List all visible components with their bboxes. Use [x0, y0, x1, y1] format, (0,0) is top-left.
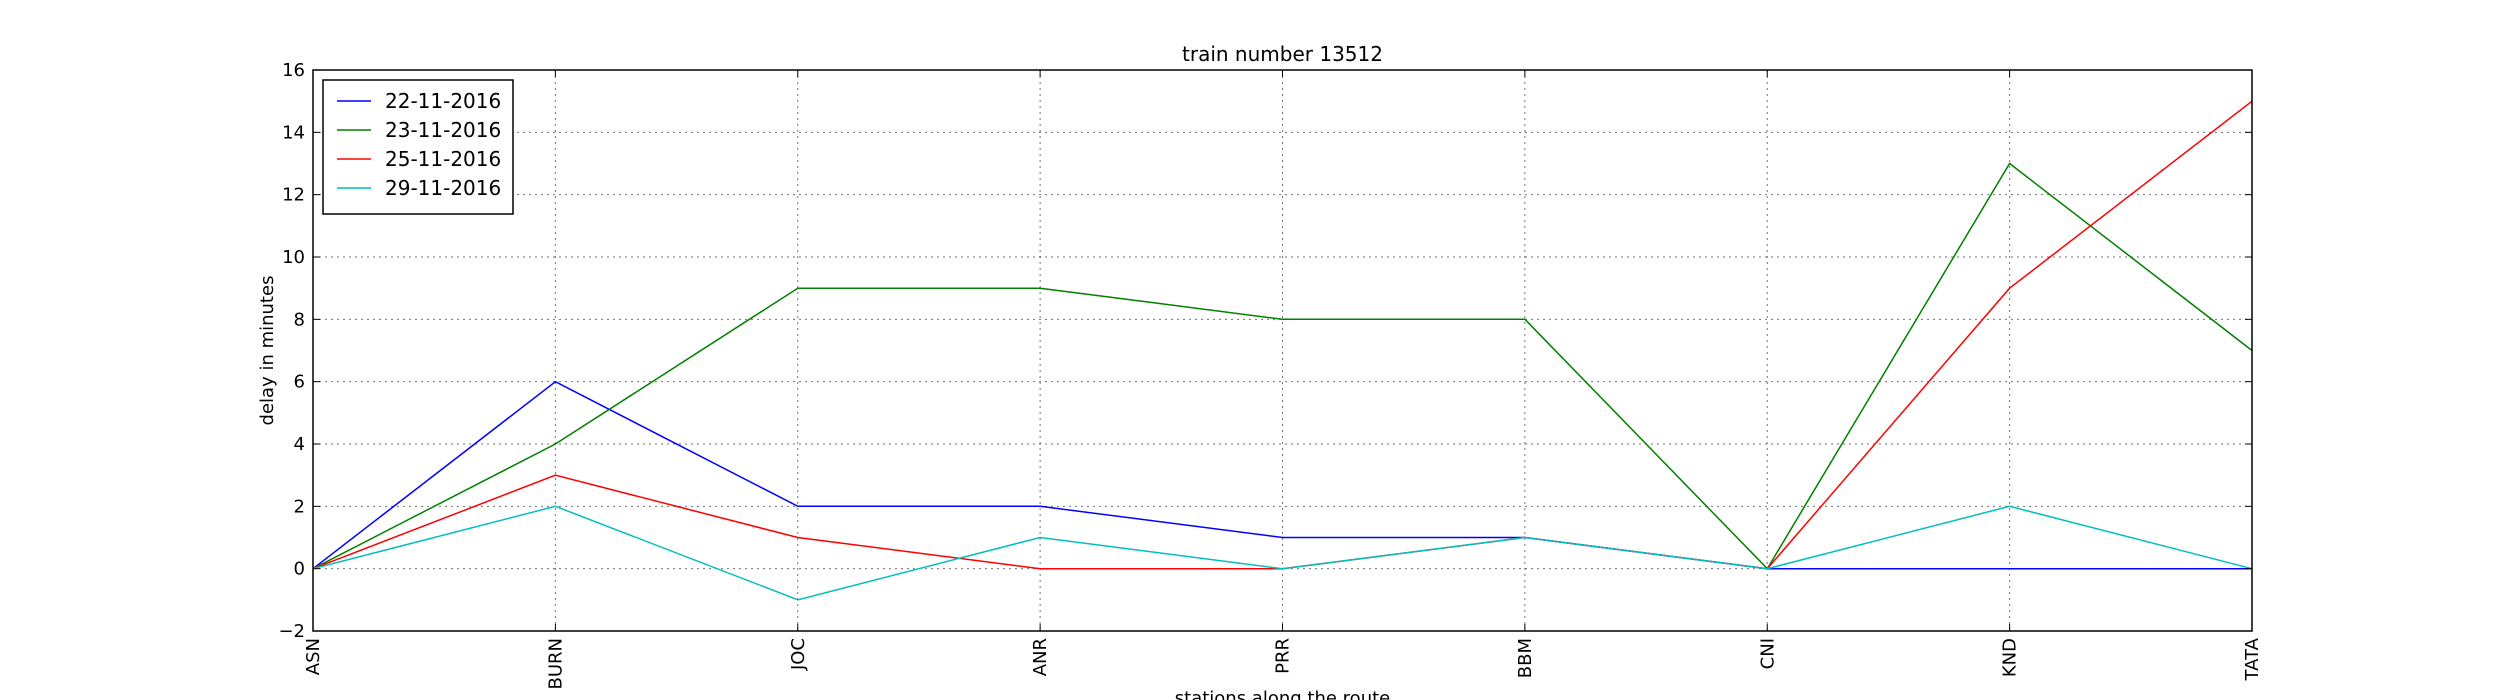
y-tick-label: 16: [282, 60, 305, 81]
x-tick-label: BURN: [545, 638, 566, 690]
series-line: [312, 505, 2253, 601]
legend: 22-11-2016 23-11-2016 25-11-2016 29-11-2016: [322, 79, 514, 215]
x-tick-label: JOC: [788, 638, 809, 671]
x-tick-label: ANR: [1030, 638, 1051, 676]
x-tick-label: TATA: [2242, 637, 2263, 681]
y-tick-label: 2: [294, 496, 305, 517]
y-tick-label: 0: [294, 559, 305, 580]
chart-title: train number 13512: [1182, 42, 1383, 66]
x-axis: ASN BURN JOC ANR PRR BBM CNI KND TATA: [303, 70, 2263, 690]
y-axis-label: delay in minutes: [257, 276, 278, 426]
y-tick-label: 6: [294, 372, 305, 393]
y-tick-label: −2: [278, 621, 305, 642]
x-tick-label: KND: [2000, 638, 2021, 677]
x-tick-label: CNI: [1757, 638, 1778, 669]
y-axis: −2 0 2 4 6 8 10 12 14 16: [278, 60, 2252, 642]
legend-label: 23-11-2016: [385, 118, 501, 142]
y-tick-label: 12: [282, 185, 305, 206]
x-tick-label: PRR: [1273, 638, 1294, 674]
series-line: [312, 162, 2253, 570]
x-tick-label: ASN: [303, 638, 324, 675]
series-layer: [312, 100, 2253, 601]
legend-label: 29-11-2016: [385, 176, 501, 200]
series-line: [312, 380, 2252, 570]
legend-box: [322, 79, 514, 215]
y-tick-label: 14: [282, 122, 305, 143]
y-tick-label: 8: [294, 309, 305, 330]
y-tick-label: 10: [282, 247, 305, 268]
x-tick-label: BBM: [1515, 638, 1536, 678]
y-tick-label: 4: [294, 434, 305, 455]
x-axis-label: stations along the route: [1175, 688, 1390, 700]
legend-label: 25-11-2016: [385, 147, 501, 171]
grid-layer: [312, 69, 2253, 632]
legend-label: 22-11-2016: [385, 89, 501, 113]
